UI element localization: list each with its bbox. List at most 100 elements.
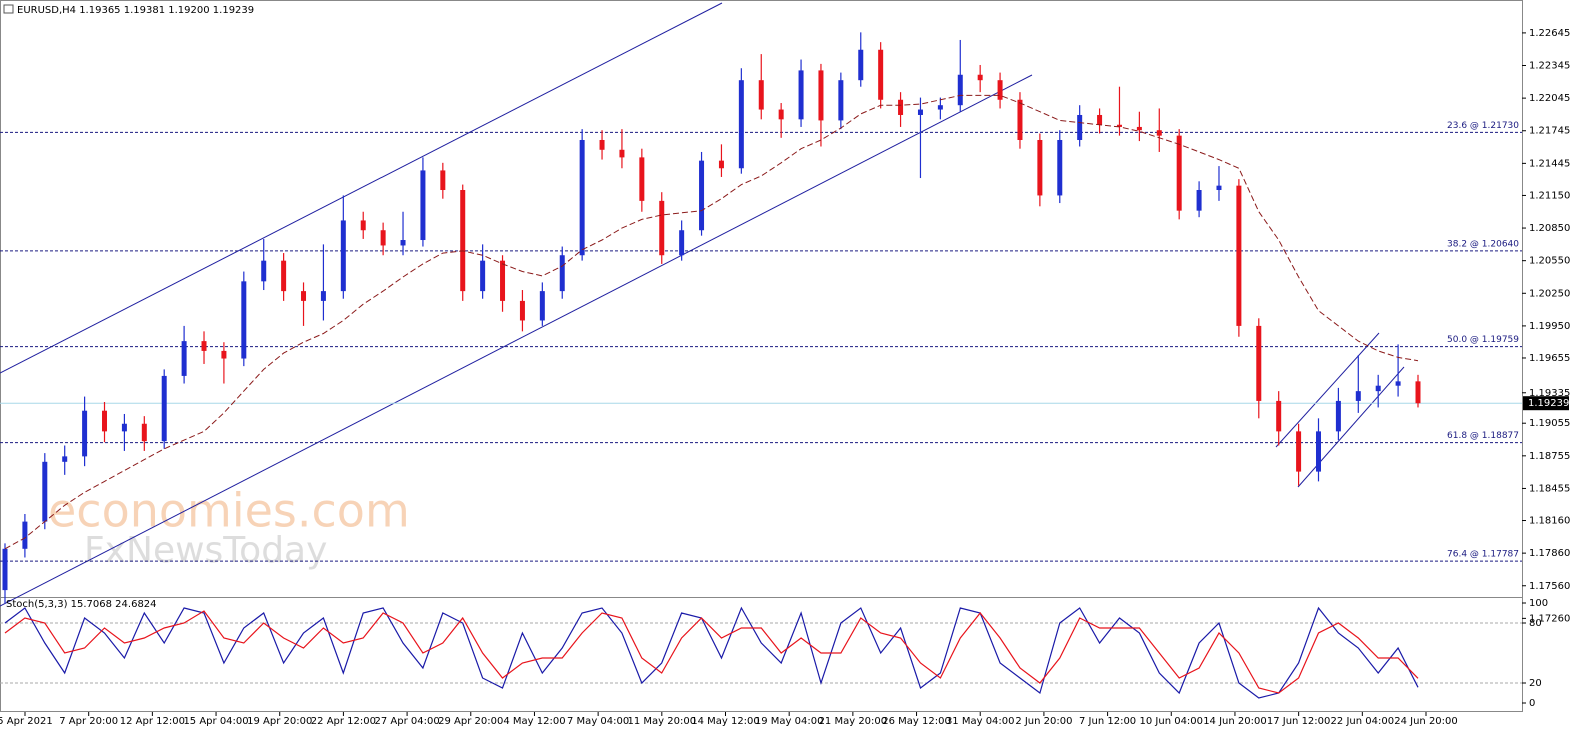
candle-body — [480, 260, 486, 292]
watermark: economies.com — [48, 484, 410, 538]
candle-body — [221, 350, 227, 359]
candle-body — [1315, 431, 1321, 472]
candle-body — [699, 160, 705, 231]
y-tick-label: 80 — [1529, 618, 1542, 629]
y-tick-label: 1.21445 — [1529, 158, 1570, 169]
chart-title: EURUSD,H4 1.19365 1.19381 1.19200 1.1923… — [17, 5, 254, 16]
candle-body — [1057, 139, 1063, 196]
candle-body — [758, 80, 764, 110]
candle-body — [898, 99, 904, 115]
candle-body — [141, 423, 147, 442]
candle-body — [1355, 391, 1361, 401]
y-tick-label: 1.20250 — [1529, 288, 1570, 299]
channel-line — [0, 2, 723, 374]
symbol-icon — [3, 4, 14, 14]
candle-body — [599, 139, 605, 150]
x-tick-label: 10 Jun 04:00 — [1140, 716, 1204, 727]
candle-body — [1415, 381, 1421, 404]
candle-body — [917, 109, 923, 115]
stoch-panel — [0, 597, 1523, 712]
x-tick-label: 5 Apr 2021 — [0, 716, 53, 727]
candle-body — [62, 456, 68, 462]
candle-body — [937, 105, 943, 110]
fib-label: 38.2 @ 1.20640 — [1447, 239, 1519, 249]
candle-body — [1077, 114, 1083, 140]
candle-body — [301, 291, 307, 301]
y-tick-label: 1.19655 — [1529, 353, 1570, 364]
candle-body — [818, 70, 824, 121]
candle-body — [500, 260, 506, 301]
candle-body — [1176, 135, 1182, 211]
candle-body — [1097, 114, 1103, 125]
x-tick-label: 4 May 12:00 — [503, 716, 565, 727]
x-tick-label: 14 May 12:00 — [691, 716, 760, 727]
y-tick-label: 1.19055 — [1529, 418, 1570, 429]
fib-label: 50.0 @ 1.19759 — [1447, 335, 1519, 345]
candle-body — [778, 109, 784, 120]
candle-body — [1296, 431, 1302, 472]
y-tick-label: 1.22045 — [1529, 93, 1570, 104]
candle-body — [679, 230, 685, 256]
candle-body — [1256, 325, 1262, 401]
candle-body — [1017, 99, 1023, 140]
candle-body — [440, 170, 446, 191]
candle-body — [659, 200, 665, 256]
candle-body — [181, 341, 187, 376]
candle-body — [82, 410, 88, 457]
candle-body — [1276, 400, 1282, 432]
candle-body — [1196, 190, 1202, 211]
last-price-box — [1523, 396, 1569, 411]
candle-body — [161, 375, 167, 442]
y-tick-label: 100 — [1529, 598, 1548, 609]
x-tick-label: 14 Jun 20:00 — [1203, 716, 1267, 727]
fib-label: 76.4 @ 1.17787 — [1447, 550, 1519, 560]
candle-body — [1116, 124, 1122, 127]
y-tick-label: 1.20850 — [1529, 223, 1570, 234]
x-tick-label: 31 May 04:00 — [946, 716, 1015, 727]
candle-body — [42, 461, 48, 522]
fib-label: 23.6 @ 1.21730 — [1447, 121, 1519, 131]
y-tick-label: 1.19950 — [1529, 321, 1570, 332]
channel-line — [1297, 366, 1405, 488]
moving-average — [4, 94, 1419, 550]
channel-line — [1275, 332, 1380, 448]
candle-body — [579, 139, 585, 256]
candle-body — [539, 291, 545, 321]
x-tick-label: 15 Apr 04:00 — [183, 716, 248, 727]
candle-body — [798, 70, 804, 120]
x-tick-label: 7 Apr 20:00 — [59, 716, 118, 727]
x-tick-label: 26 May 12:00 — [882, 716, 951, 727]
candle-body — [639, 157, 645, 201]
candle-body — [997, 80, 1003, 100]
x-tick-label: 19 Apr 20:00 — [247, 716, 312, 727]
candle-body — [1156, 130, 1162, 136]
y-tick-label: 1.17560 — [1529, 581, 1570, 592]
candle-body — [460, 190, 466, 292]
y-tick-label: 1.21745 — [1529, 126, 1570, 137]
x-tick-label: 17 Jun 12:00 — [1267, 716, 1331, 727]
candle-body — [1335, 400, 1341, 432]
x-tick-label: 11 May 20:00 — [628, 716, 697, 727]
candle-body — [340, 220, 346, 292]
candle-body — [420, 170, 426, 241]
candle-body — [261, 260, 267, 282]
y-tick-label: 1.20550 — [1529, 256, 1570, 267]
y-tick-label: 0 — [1529, 698, 1535, 709]
candle-body — [1236, 185, 1242, 326]
indicator-title: Stoch(5,3,3) 15.7068 24.6824 — [6, 599, 157, 610]
y-tick-label: 1.18755 — [1529, 451, 1570, 462]
candle-body — [2, 548, 8, 591]
candle-body — [1375, 385, 1381, 392]
x-tick-label: 27 Apr 04:00 — [374, 716, 439, 727]
candle-body — [559, 255, 565, 292]
candle-body — [619, 149, 625, 158]
last-price-label: 1.19239 — [1528, 398, 1569, 409]
candle-body — [858, 49, 864, 81]
x-tick-label: 7 Jun 12:00 — [1079, 716, 1136, 727]
candle-body — [102, 410, 108, 432]
candle-body — [22, 521, 28, 549]
candle-body — [1216, 185, 1222, 191]
candle-body — [977, 74, 983, 81]
y-tick-label: 1.17260 — [1529, 613, 1570, 624]
